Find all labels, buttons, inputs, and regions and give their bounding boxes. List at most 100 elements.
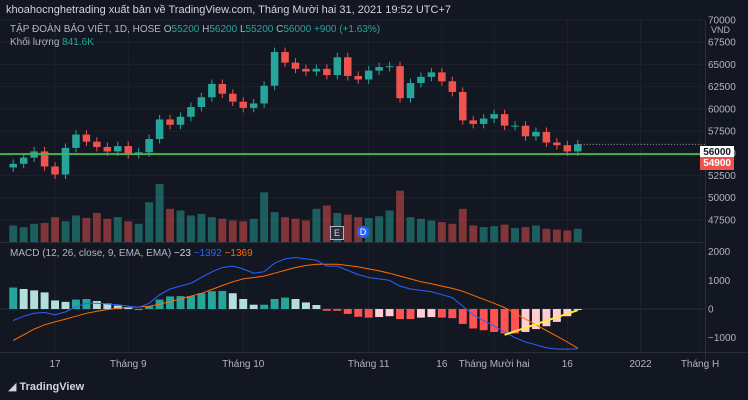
high-label: H bbox=[202, 24, 210, 35]
candle-body bbox=[500, 114, 509, 126]
candle-body bbox=[208, 83, 216, 98]
candle-body bbox=[532, 131, 540, 137]
price-tick-label: 57500 bbox=[708, 127, 736, 138]
overlay bbox=[0, 143, 705, 156]
macd-hist-bar bbox=[239, 299, 248, 310]
macd-hist-bar bbox=[343, 309, 352, 314]
candle-body bbox=[103, 146, 112, 152]
dividend-event-icon[interactable]: D bbox=[357, 226, 369, 238]
candle-body bbox=[229, 93, 237, 102]
candle-body bbox=[260, 85, 268, 104]
volume-bar bbox=[113, 217, 122, 242]
candle-body bbox=[19, 157, 28, 164]
open-value: 55200 bbox=[171, 24, 200, 35]
candle-body bbox=[479, 118, 488, 124]
candle-body bbox=[197, 97, 206, 108]
volume-bar bbox=[270, 212, 279, 242]
macd-hist-bar bbox=[490, 309, 499, 332]
macd-hist-bar bbox=[469, 309, 478, 329]
macd-hist-bar bbox=[134, 309, 143, 311]
macd-tick-label: 2000 bbox=[708, 247, 731, 258]
volume-bar bbox=[124, 221, 133, 242]
price-tick-label: 47500 bbox=[708, 215, 736, 226]
low-label: L bbox=[239, 24, 246, 35]
macd-hist-bar bbox=[40, 292, 49, 310]
volume-bar bbox=[406, 217, 415, 242]
candle-body bbox=[417, 76, 425, 84]
candle-body bbox=[145, 138, 153, 153]
volume-bar bbox=[71, 215, 80, 242]
macd-hist-bar bbox=[166, 296, 175, 310]
candle-body bbox=[427, 72, 436, 77]
macd-hist-bar bbox=[458, 309, 467, 324]
macd-hist-bar bbox=[312, 305, 321, 310]
macd-hist-bar bbox=[281, 297, 290, 310]
candle-body bbox=[9, 163, 17, 168]
publish-note: khoahocnghetrading xuất bản về TradingVi… bbox=[6, 4, 451, 16]
time-tick-label: 17 bbox=[49, 359, 61, 370]
volume-bar bbox=[134, 223, 143, 242]
volume-bar bbox=[260, 192, 269, 242]
price-tick-label: 52500 bbox=[708, 171, 736, 182]
macd-hist-bar bbox=[511, 309, 520, 334]
volume-bar bbox=[375, 216, 384, 242]
volume-bar bbox=[249, 218, 258, 242]
candle-body bbox=[364, 70, 373, 80]
volume-bar bbox=[552, 229, 561, 242]
volume-bar bbox=[437, 222, 446, 242]
macd-hist-value: −23 bbox=[173, 248, 191, 259]
volume-bar bbox=[563, 230, 572, 242]
volume-bar bbox=[343, 214, 352, 242]
volume-bar bbox=[448, 223, 457, 242]
volume-label: Khối lượng bbox=[10, 37, 60, 48]
macd-hist-bar bbox=[406, 309, 415, 320]
macd-hist-bar bbox=[197, 293, 206, 310]
macd-hist-bar bbox=[218, 290, 227, 310]
earnings-event-icon[interactable]: E bbox=[330, 226, 344, 240]
candle-body bbox=[82, 134, 91, 142]
close-label: C bbox=[276, 24, 284, 35]
macd-hist-bar bbox=[375, 309, 384, 318]
volume-bar bbox=[479, 227, 488, 242]
candle-body bbox=[291, 62, 300, 69]
candle-body bbox=[542, 131, 551, 143]
macd-hist-bar bbox=[385, 309, 394, 317]
volume-bar bbox=[9, 225, 18, 242]
volume-value: 841.6K bbox=[62, 37, 94, 48]
candle-body bbox=[40, 151, 49, 167]
candle-body bbox=[396, 66, 404, 99]
macd-hist-bar bbox=[249, 304, 258, 310]
tradingview-logo: ◢ TradingView bbox=[8, 380, 84, 393]
volume-bar bbox=[385, 210, 394, 242]
volume-bar bbox=[396, 190, 405, 242]
macd-hist-bar bbox=[542, 309, 551, 327]
candle-body bbox=[344, 57, 352, 76]
time-tick-label: 16 bbox=[562, 359, 574, 370]
volume-bar bbox=[103, 218, 112, 242]
volume-bar bbox=[19, 227, 28, 242]
volume-bar bbox=[281, 217, 290, 242]
macd-hist-bar bbox=[82, 299, 91, 310]
candle-body bbox=[354, 75, 362, 80]
candle-body bbox=[469, 120, 477, 124]
volume-bar bbox=[40, 222, 49, 242]
volume-bar bbox=[469, 225, 478, 242]
candle-body bbox=[521, 125, 530, 137]
time-tick-label: Tháng Mười hai bbox=[459, 359, 530, 370]
macd-tick-label: 1000 bbox=[708, 276, 731, 287]
candle-body bbox=[187, 107, 195, 117]
volume-bar bbox=[416, 218, 425, 242]
volume-legend: Khối lượng 841.6K bbox=[10, 37, 94, 48]
axes: 4750050000525005500057500600006250065000… bbox=[49, 16, 736, 371]
macd-name: MACD (12, 26, close, 9, EMA, EMA) bbox=[10, 248, 172, 259]
grid bbox=[0, 19, 748, 372]
candle-body bbox=[114, 146, 122, 152]
macd-hist-bar bbox=[92, 301, 101, 310]
macd-line-value: −1392 bbox=[193, 248, 222, 259]
candle-body bbox=[511, 125, 519, 127]
macd-signal-line bbox=[12, 263, 579, 349]
macd-hist-bar bbox=[51, 300, 60, 310]
price-tick-label: 60000 bbox=[708, 104, 736, 115]
macd-hist-bar bbox=[479, 309, 488, 331]
